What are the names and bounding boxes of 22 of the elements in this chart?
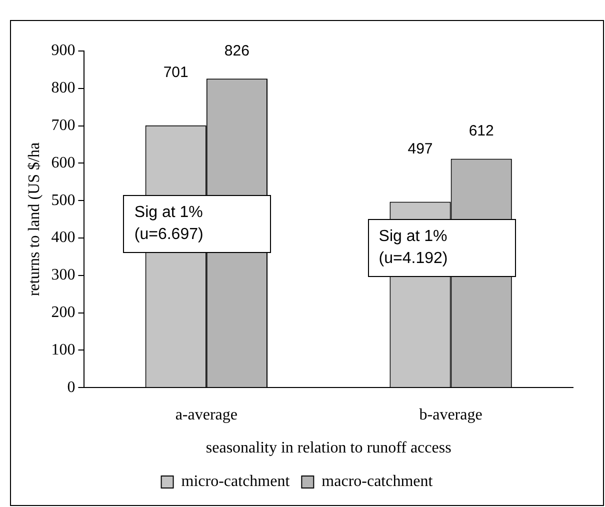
legend-label: macro-catchment bbox=[322, 473, 434, 490]
y-tick-label: 200 bbox=[51, 304, 76, 322]
legend-label: micro-catchment bbox=[181, 473, 290, 490]
x-axis-title: seasonality in relation to runoff access bbox=[206, 440, 452, 457]
note-box: Sig at 1% (u=4.192) bbox=[368, 218, 516, 277]
y-tick-label: 500 bbox=[51, 192, 76, 209]
y-tick-label: 400 bbox=[51, 229, 76, 246]
x-tick-label: b-average bbox=[419, 406, 482, 424]
y-tick-label: 600 bbox=[51, 154, 76, 172]
y-tick-label: 700 bbox=[51, 117, 76, 134]
data-label: 612 bbox=[468, 122, 494, 140]
y-tick-label: 900 bbox=[51, 42, 76, 60]
y-tick-label: 800 bbox=[51, 80, 76, 97]
y-tick-label: 300 bbox=[51, 266, 76, 284]
y-tick-label: 100 bbox=[51, 341, 76, 358]
note-box: Sig at 1% (u=6.697) bbox=[123, 194, 272, 253]
y-axis-title: returns to land (US $/ha bbox=[26, 142, 43, 296]
data-label: 497 bbox=[408, 140, 433, 158]
data-label: 826 bbox=[224, 42, 250, 60]
data-label: 701 bbox=[163, 64, 188, 82]
x-tick-label: a-average bbox=[175, 406, 238, 424]
y-tick-label: 0 bbox=[67, 378, 76, 396]
